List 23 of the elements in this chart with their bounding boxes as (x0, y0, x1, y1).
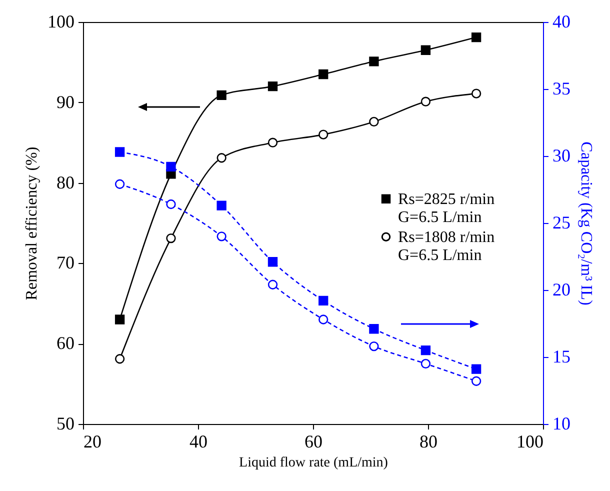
y2-axis-title: Capacity (Kg CO₂/m³ IL) (578, 142, 594, 306)
x-tick-label: 40 (190, 432, 208, 452)
y-tick-label: 70 (56, 252, 74, 273)
x-tick-label: 100 (516, 432, 544, 452)
legend-label: Rs=2825 r/min G=6.5 L/min (398, 190, 495, 226)
y-axis-title: Removal efficiency (%) (24, 146, 40, 300)
x-tick-label: 60 (304, 432, 322, 452)
x-tick-label: 20 (84, 432, 102, 452)
y-tick-label: 100 (48, 12, 74, 32)
y2-tick-label: 35 (552, 78, 570, 98)
y2-tick-label: 30 (552, 146, 570, 166)
y2-tick-label: 25 (552, 212, 570, 232)
y2-tick-label: 15 (552, 346, 570, 366)
y-tick-label: 90 (56, 92, 74, 112)
y-tick-label: 60 (56, 333, 74, 354)
x-axis-title: Liquid flow rate (mL/min) (239, 456, 388, 470)
y-tick-label: 80 (56, 172, 74, 192)
legend-label: Rs=1808 r/min G=6.5 L/min (398, 228, 495, 264)
y2-tick-label: 40 (552, 12, 570, 32)
y-tick-label: 50 (56, 414, 74, 434)
y2-tick-label: 10 (552, 414, 570, 434)
y2-tick-label: 20 (552, 280, 570, 300)
x-tick-label: 80 (420, 432, 438, 452)
